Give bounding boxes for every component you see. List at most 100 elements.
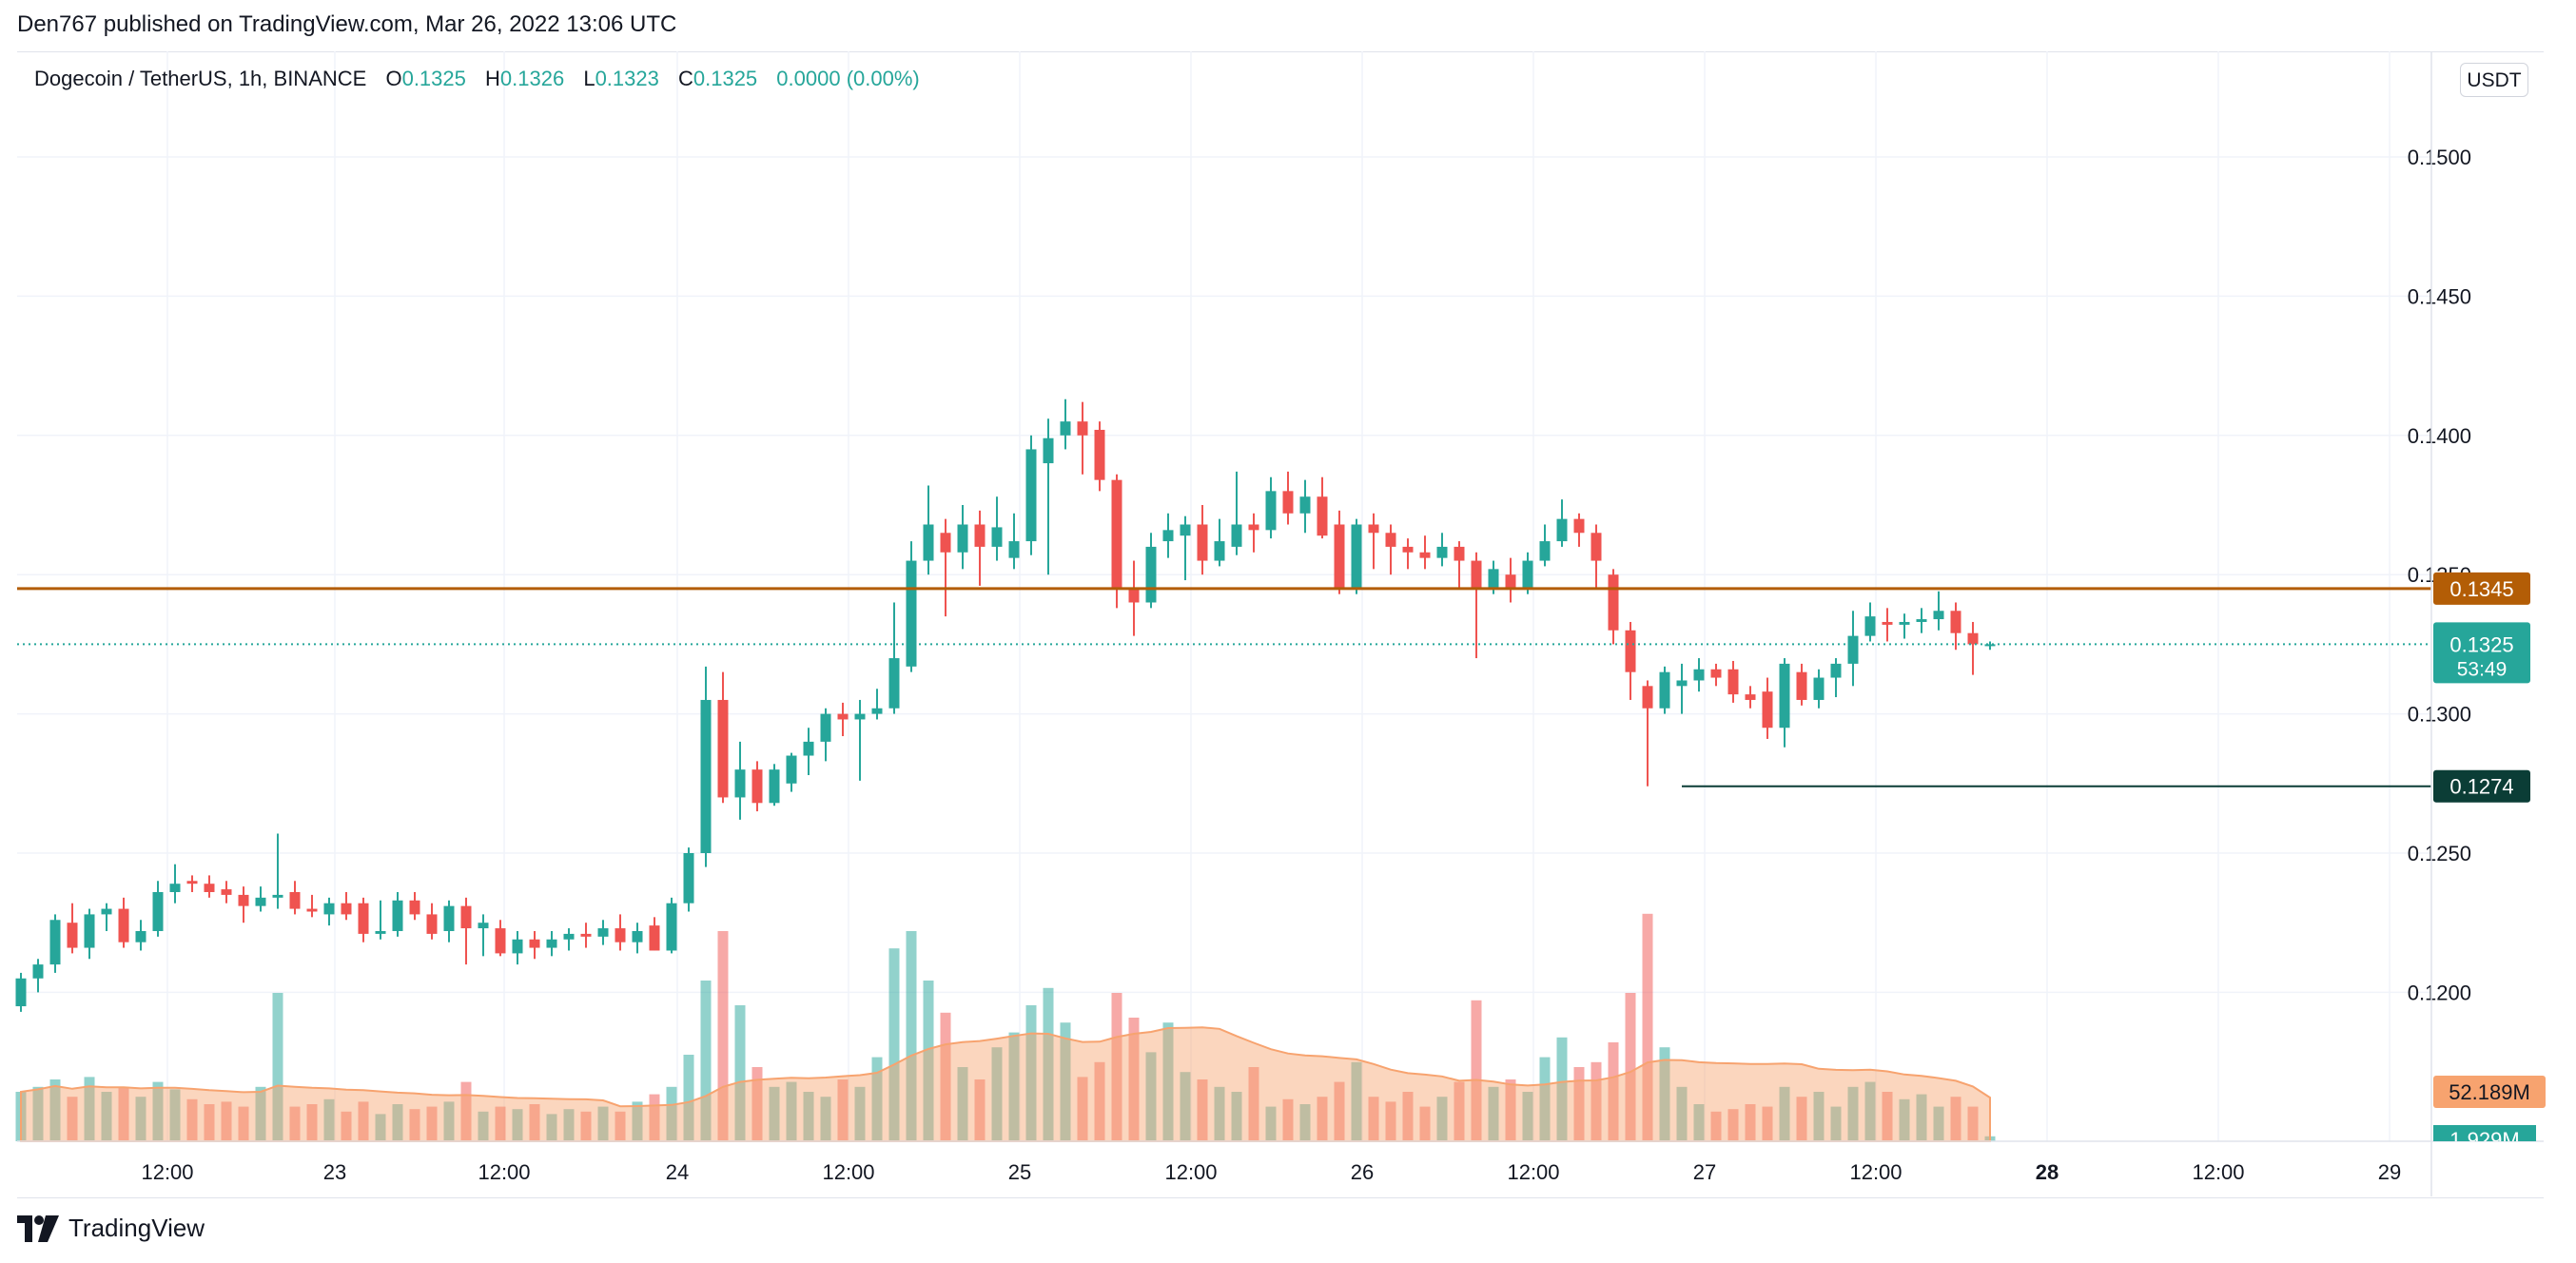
y-tick-label: 0.1300	[2408, 703, 2471, 727]
candle-body	[1625, 630, 1636, 672]
candles	[15, 398, 1996, 1012]
candle-body	[1847, 635, 1859, 664]
volume-bar	[358, 1101, 369, 1141]
volume-bar	[803, 1092, 814, 1141]
candle-body	[957, 524, 968, 553]
candle-body	[512, 939, 523, 954]
candle-body	[1145, 546, 1157, 603]
volume-bar	[1488, 1086, 1499, 1141]
candle-body	[101, 908, 112, 915]
volume-bar	[1231, 1092, 1242, 1141]
candle-body	[1933, 611, 1944, 620]
volume-bar	[1385, 1101, 1396, 1141]
candle-body	[1368, 524, 1379, 534]
volume-bar	[1008, 1032, 1020, 1141]
volume-bar	[1882, 1092, 1893, 1141]
volume-bar	[1727, 1109, 1739, 1141]
candle-body	[1111, 479, 1122, 589]
volume-bar	[1676, 1086, 1688, 1141]
volume-bar	[1933, 1106, 1944, 1141]
candle-body	[1094, 429, 1105, 480]
candle-body	[1967, 632, 1979, 645]
x-tick-label: 28	[2036, 1160, 2059, 1184]
x-tick-label: 12:00	[1507, 1160, 1559, 1184]
volume-bar	[1128, 1018, 1140, 1141]
open-value: 0.1325	[401, 67, 466, 90]
x-tick-label: 12:00	[1164, 1160, 1217, 1184]
candle-body	[1351, 524, 1362, 589]
volume-bar	[152, 1081, 164, 1141]
bar-countdown-label: 53:49	[2457, 658, 2508, 680]
x-tick-label: 24	[666, 1160, 689, 1184]
volume-bar	[460, 1081, 472, 1141]
volume-bar	[1077, 1077, 1088, 1141]
volume-bar	[1214, 1086, 1225, 1141]
volume-bar	[1436, 1097, 1448, 1141]
candle-body	[495, 928, 506, 954]
currency-button[interactable]: USDT	[2460, 63, 2528, 97]
candle-body	[1282, 491, 1294, 514]
volume-bar	[683, 1055, 694, 1141]
high-value: 0.1326	[499, 67, 565, 90]
volume-ma-area	[20, 1026, 1991, 1142]
symbol-legend: Dogecoin / TetherUS, 1h, BINANCE O0.1325…	[34, 67, 933, 91]
volume-bar	[1693, 1104, 1705, 1141]
candle-body	[323, 903, 335, 915]
volume-bar	[580, 1111, 592, 1141]
volume-bar	[409, 1109, 420, 1141]
volume-bar	[991, 1047, 1003, 1141]
volume-bar	[1162, 1022, 1174, 1141]
volume-bar	[1180, 1072, 1191, 1141]
volume-bar	[443, 1101, 455, 1141]
candle-body	[803, 741, 814, 756]
volume-bar	[1334, 1081, 1345, 1141]
volume-bar	[169, 1089, 181, 1141]
candle-body	[1162, 530, 1174, 542]
candle-body	[632, 930, 643, 942]
candle-body	[289, 891, 301, 909]
volume-bar	[1796, 1097, 1807, 1141]
candle-body	[272, 894, 283, 898]
volume-bar	[392, 1104, 403, 1141]
volume-bar	[1556, 1037, 1568, 1141]
candle-body	[135, 930, 146, 942]
candle-body	[1710, 669, 1722, 678]
volume-bar	[255, 1086, 266, 1141]
candle-body	[717, 699, 729, 798]
x-tick-label: 25	[1008, 1160, 1031, 1184]
volume-bar	[238, 1106, 249, 1141]
candle-body	[1830, 663, 1842, 678]
candle-body	[392, 900, 403, 931]
volume-bars	[15, 913, 1996, 1141]
candle-body	[1762, 691, 1773, 729]
candle-body	[1556, 518, 1568, 542]
volume-bar	[135, 1097, 146, 1141]
tradingview-logo-icon	[17, 1214, 59, 1242]
volume-bar	[1590, 1061, 1602, 1141]
resistance-price-badge	[2433, 572, 2530, 605]
volume-bar	[751, 1067, 763, 1141]
symbol-name: Dogecoin / TetherUS, 1h, BINANCE	[34, 67, 367, 90]
tradingview-brand[interactable]: TradingView	[17, 1214, 205, 1243]
volume-bar	[1539, 1057, 1551, 1141]
candle-body	[1916, 619, 1927, 622]
candle-body	[580, 933, 592, 937]
candle-body	[1231, 524, 1242, 547]
resistance-price-label: 0.1345	[2449, 577, 2513, 601]
volume-bar	[871, 1057, 883, 1141]
volume-bar	[204, 1104, 215, 1141]
volume-bar	[666, 1086, 677, 1141]
candle-body	[118, 908, 129, 942]
candle-body	[1590, 533, 1602, 561]
volume-bar	[1830, 1106, 1842, 1141]
volume-bar	[923, 981, 934, 1141]
support-price-badge	[2433, 769, 2530, 803]
volume-bar	[186, 1098, 198, 1141]
volume-label: 1.929M	[2449, 1128, 2519, 1152]
volume-bar	[426, 1106, 438, 1141]
low-value: 0.1323	[595, 67, 659, 90]
brand-name: TradingView	[68, 1214, 205, 1242]
volume-bar	[1197, 1079, 1208, 1141]
